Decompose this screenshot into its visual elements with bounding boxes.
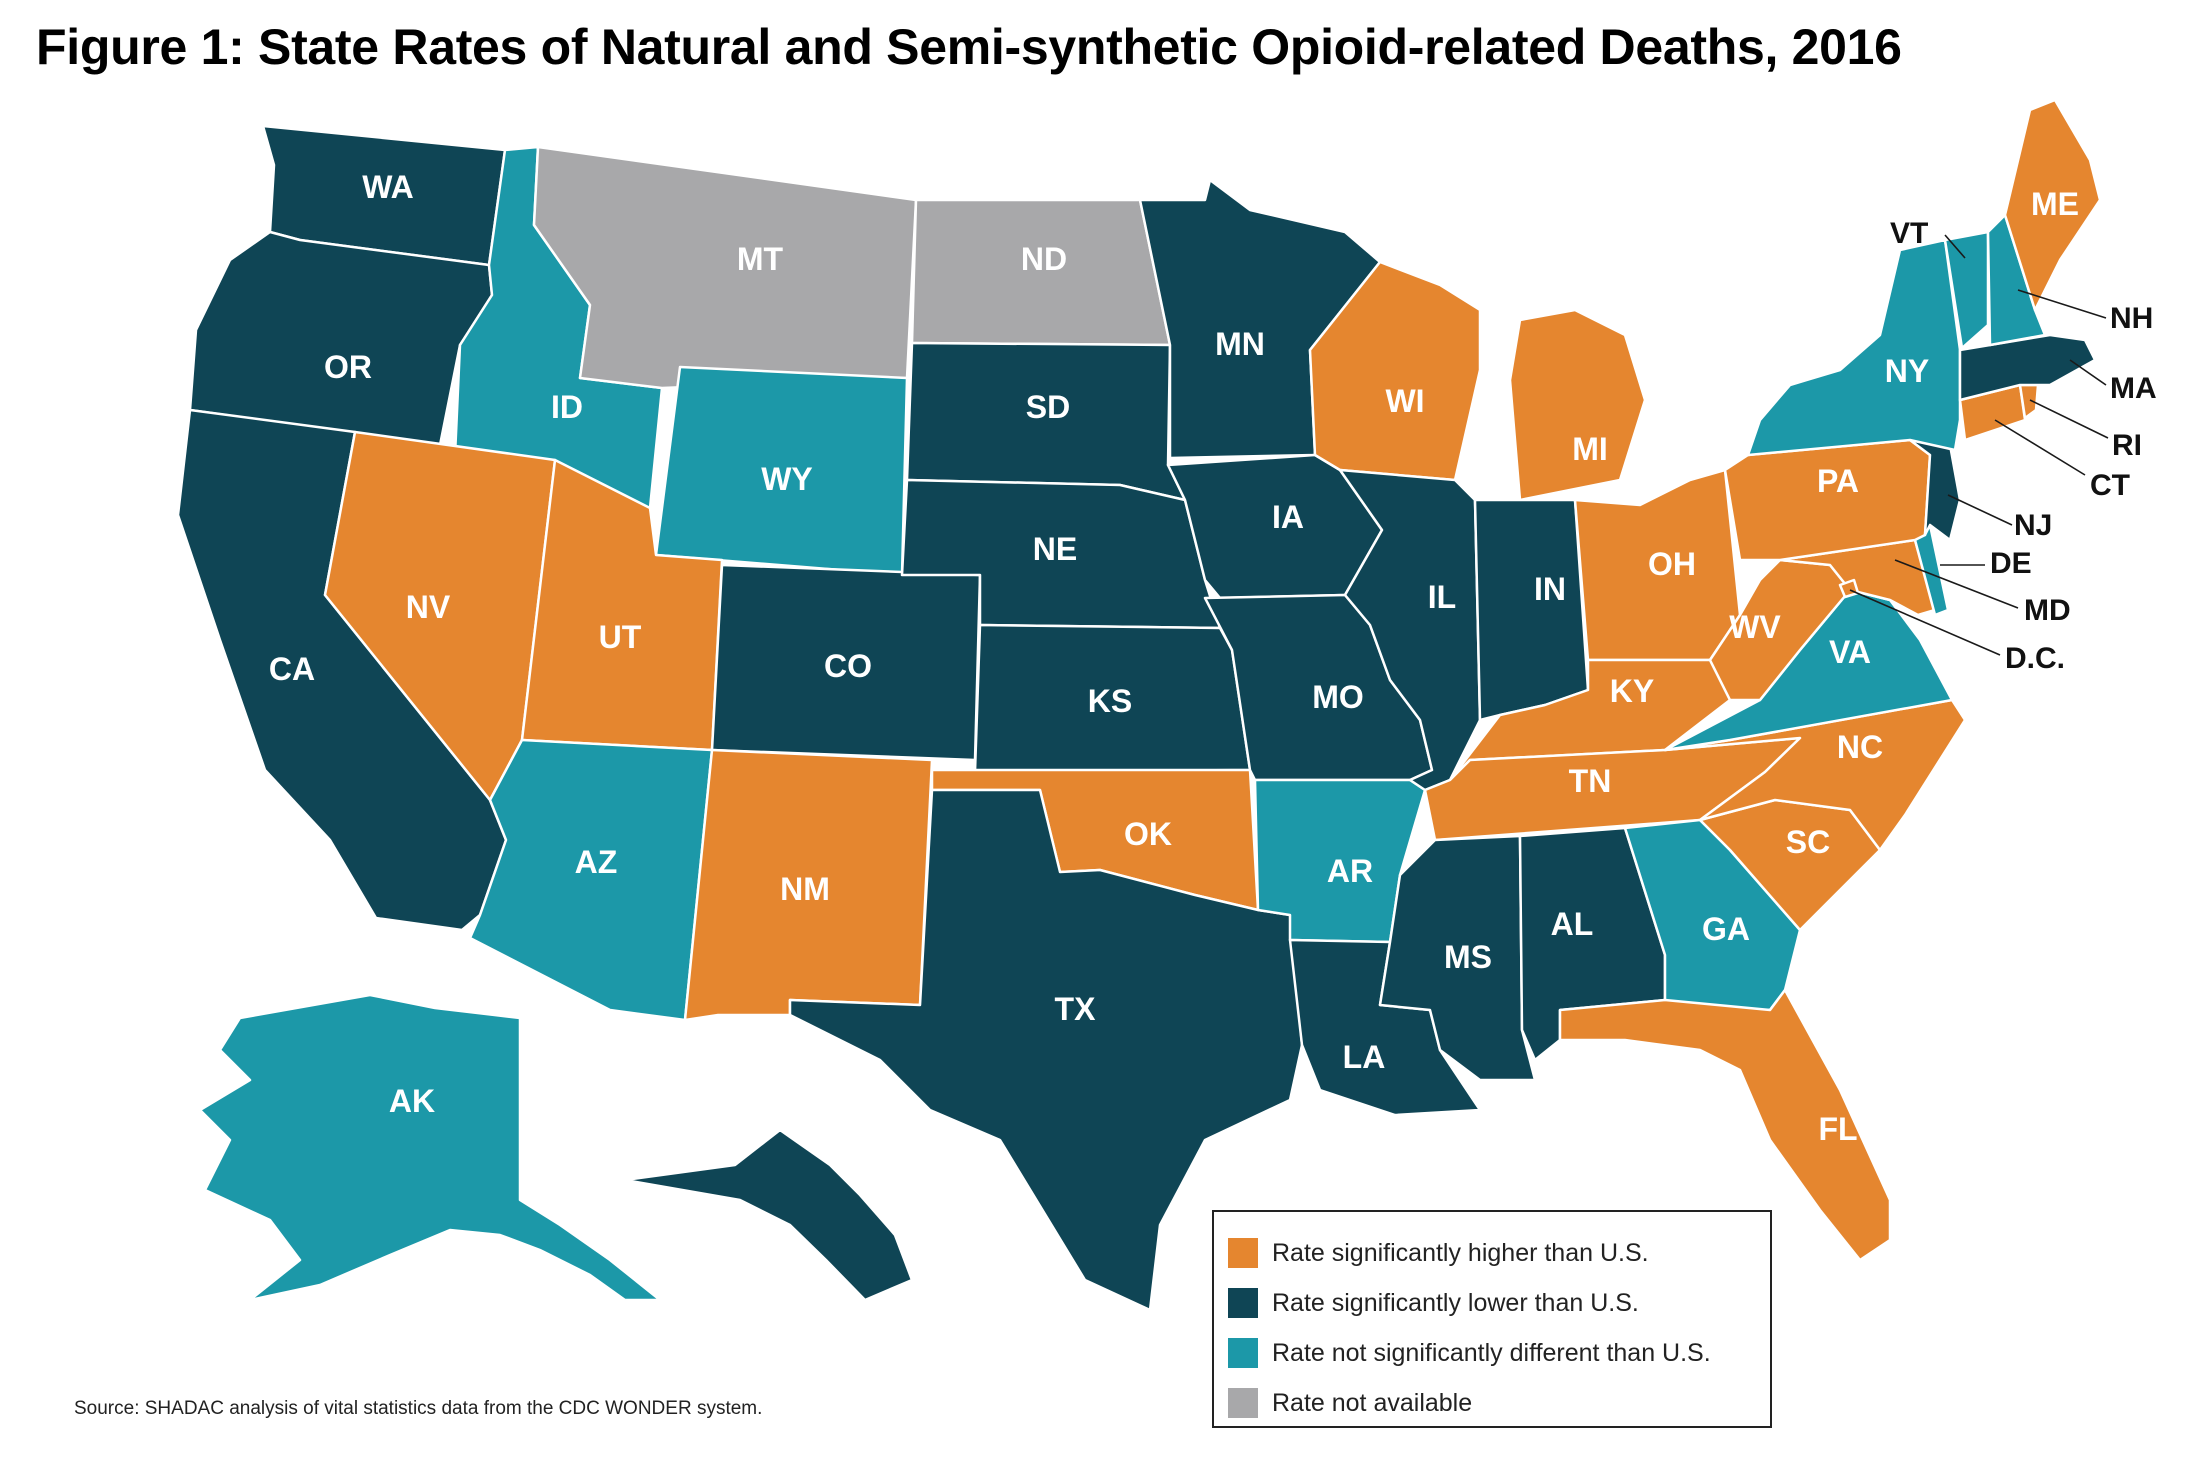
leader-dc [1849,589,2001,656]
state-label-mo: MO [1312,679,1364,715]
state-label-id: ID [551,389,583,425]
state-pa[interactable] [1723,438,1932,562]
state-label-ny: NY [1885,353,1929,389]
state-label-in: IN [1534,571,1566,607]
state-label-wy: WY [761,461,813,497]
state-label-al: AL [1551,906,1594,942]
state-label-ri: RI [2112,429,2142,462]
state-label-sc: SC [1786,824,1830,860]
state-ak[interactable] [198,993,662,1302]
state-label-ks: KS [1088,683,1132,719]
state-label-ok: OK [1124,816,1172,852]
state-az[interactable] [468,738,714,1022]
state-label-ct: CT [2090,469,2130,502]
state-label-nj: NJ [2014,509,2052,542]
legend-label-lower: Rate significantly lower than U.S. [1272,1288,1639,1317]
state-ny[interactable] [1746,238,1962,457]
state-label-ca: CA [269,651,315,687]
state-ma[interactable] [1958,333,2097,402]
source-note: Source: SHADAC analysis of vital statist… [74,1398,763,1419]
state-label-wa: WA [362,169,414,205]
state-label-oh: OH [1648,546,1696,582]
leader-ct [1994,419,2086,476]
state-mt[interactable] [532,145,918,390]
state-label-hi: HI [835,1311,857,1336]
legend-label-not-different: Rate not significantly different than U.… [1272,1338,1711,1367]
state-label-la: LA [1343,1039,1386,1075]
state-label-co: CO [824,648,872,684]
state-label-or: OR [324,349,372,385]
legend: Rate significantly higher than U.S. Rate… [1212,1210,1772,1428]
state-label-wi: WI [1385,383,1424,419]
legend-swatch-not-different [1228,1338,1258,1368]
legend-swatch-not-available [1228,1388,1258,1418]
state-label-az: AZ [575,844,618,880]
state-label-tn: TN [1569,763,1612,799]
state-label-dc: D.C. [2005,642,2065,675]
state-label-md: MD [2024,594,2071,627]
state-label-nm: NM [780,871,830,907]
state-label-ia: IA [1272,499,1304,535]
state-label-ut: UT [599,619,642,655]
state-label-me: ME [2031,186,2079,222]
state-mi[interactable] [1508,308,1647,502]
state-hi[interactable] [623,1128,914,1302]
state-label-mt: MT [737,241,784,277]
state-label-il: IL [1428,579,1456,615]
state-in[interactable] [1473,498,1590,722]
state-label-nh: NH [2110,302,2153,335]
state-label-va: VA [1829,634,1871,670]
legend-label-not-available: Rate not available [1272,1388,1473,1417]
leader-vt [1944,234,1966,259]
legend-swatch-higher [1228,1238,1258,1268]
state-nh[interactable] [1986,213,2047,347]
state-label-ky: KY [1610,673,1654,709]
state-label-ga: GA [1702,911,1750,947]
state-fl[interactable] [1558,988,1892,1262]
state-shapes [176,98,2102,1312]
state-vt[interactable] [1943,230,1990,350]
leader-nh [2017,289,2107,319]
state-or[interactable] [188,230,494,447]
leader-ma [2069,359,2107,386]
legend-label-higher: Rate significantly higher than U.S. [1272,1238,1649,1267]
state-me[interactable] [2003,98,2102,312]
state-tx[interactable] [788,788,1304,1312]
state-label-mn: MN [1215,326,1265,362]
label-leader-lines [1849,234,2109,656]
state-label-nc: NC [1837,729,1883,765]
state-nj[interactable] [1908,438,1962,542]
state-label-pa: PA [1817,463,1859,499]
legend-item-lower: Rate significantly lower than U.S. [1228,1278,1756,1328]
leader-md [1894,559,2019,609]
state-label-ms: MS [1444,939,1492,975]
state-label-wv: WV [1729,609,1781,645]
state-label-mi: MI [1572,431,1608,467]
state-label-ne: NE [1033,531,1077,567]
state-label-de: DE [1990,547,2032,580]
legend-item-higher: Rate significantly higher than U.S. [1228,1228,1756,1278]
map-title: Figure 1: State Rates of Natural and Sem… [36,19,1902,75]
state-label-ar: AR [1327,853,1373,889]
state-label-nd: ND [1021,241,1067,277]
legend-swatch-lower [1228,1288,1258,1318]
leader-ri [2029,399,2109,439]
state-label-sd: SD [1026,389,1070,425]
state-label-tx: TX [1055,991,1097,1027]
state-label-nv: NV [406,589,451,625]
state-labels: WA OR CA ID NV MT WY UT AZ CO NM ND SD NE KS OK TX MN IA MO… [269,169,2157,1336]
legend-item-not-available: Rate not available [1228,1378,1756,1428]
state-label-fl: FL [1818,1111,1857,1147]
leader-nj [1947,494,2013,526]
state-label-ma: MA [2110,372,2157,405]
state-label-vt: VT [1890,217,1928,250]
legend-item-not-different: Rate not significantly different than U.… [1228,1328,1756,1378]
state-wi[interactable] [1308,260,1482,482]
state-label-ak: AK [389,1083,435,1119]
